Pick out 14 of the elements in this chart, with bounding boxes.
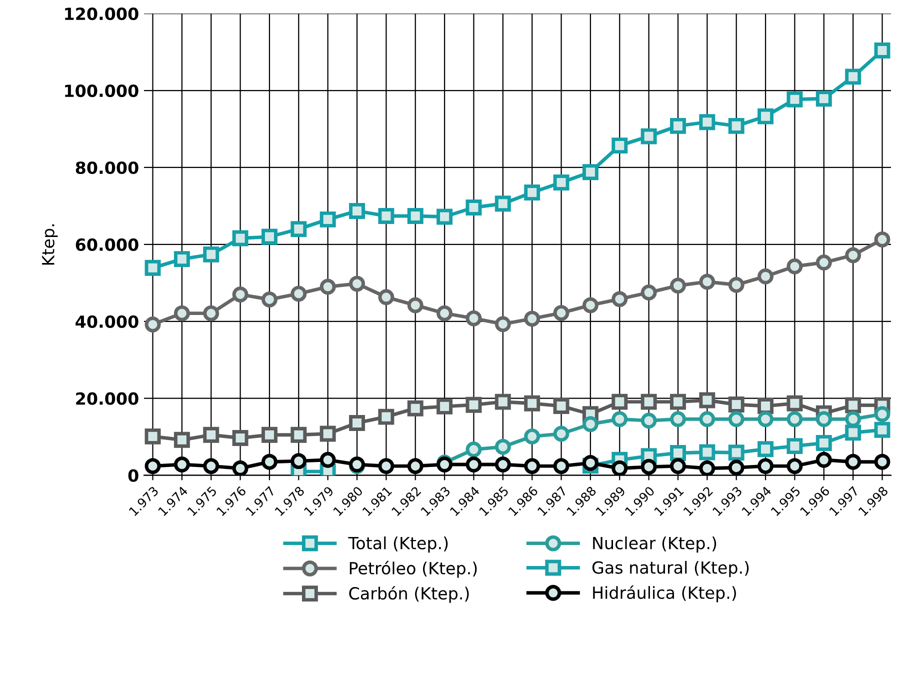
legend-label: Total (Ktep.) [348, 536, 448, 553]
y-tick-label: 100.000 [65, 84, 138, 98]
y-tick-label: 40.000 [76, 315, 138, 328]
legend-label: Carbón (Ktep.) [349, 586, 469, 603]
y-tick-label: 80.000 [76, 161, 138, 174]
legend-label: Petróleo (Ktep.) [350, 560, 477, 578]
y-tick-label: 20.000 [76, 392, 138, 405]
legend-label: Gas natural (Ktep.) [592, 560, 749, 578]
y-tick-label: 0 [128, 469, 138, 482]
y-tick-label: 120.000 [65, 8, 138, 20]
y-tick-label: 60.000 [76, 238, 138, 252]
legend-label: Hidráulica (Ktep.) [593, 585, 736, 602]
y-axis-title: Ktep. [42, 224, 58, 265]
legend-label: Nuclear (Ktep.) [593, 536, 716, 553]
